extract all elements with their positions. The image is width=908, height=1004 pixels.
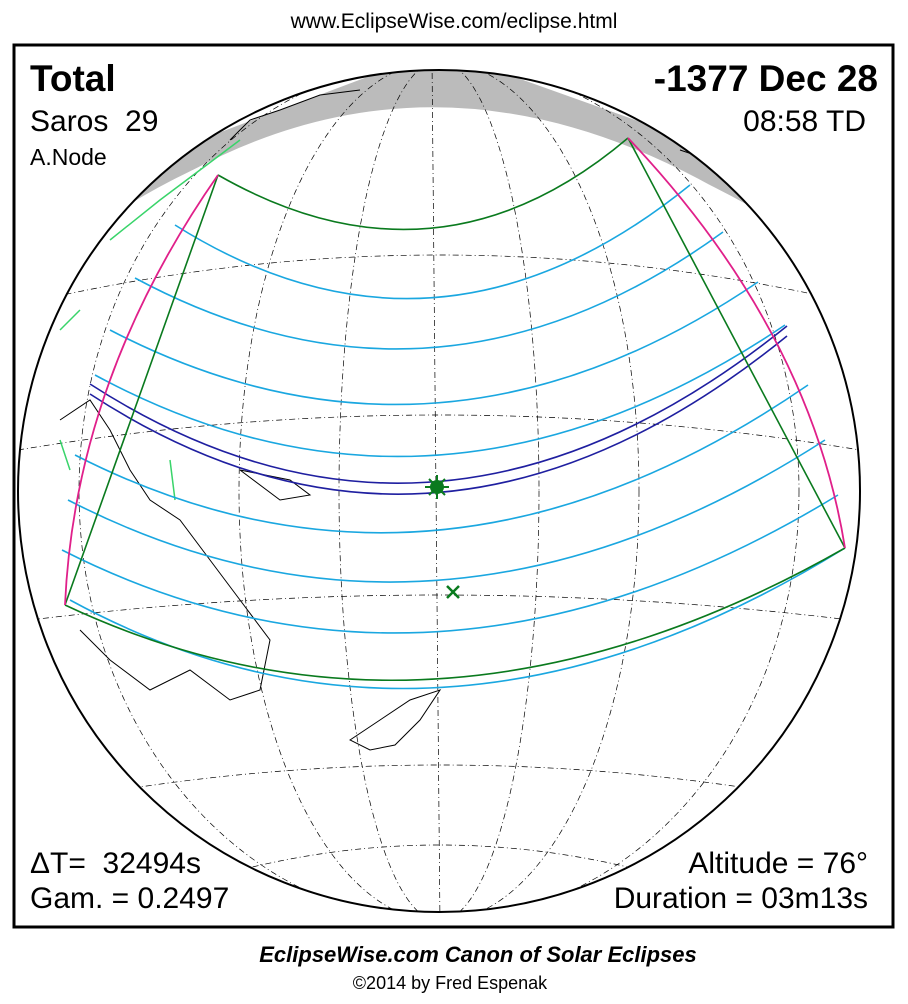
time: 08:58 TD <box>743 105 866 138</box>
url: www.EclipseWise.com/eclipse.html <box>290 10 618 33</box>
copyright: ©2014 by Fred Espenak <box>353 973 548 993</box>
eclipse-path <box>61 137 846 690</box>
globe-outline <box>17 69 861 913</box>
node: A.Node <box>30 144 107 170</box>
globe <box>18 70 860 912</box>
eclipse-date: -1377 Dec 28 <box>654 58 878 99</box>
delta-t: ΔT= 32494s <box>30 847 201 880</box>
footer-title: EclipseWise.com Canon of Solar Eclipses <box>259 942 697 967</box>
gamma: Gam. = 0.2497 <box>30 882 229 915</box>
saros: Saros 29 <box>30 105 158 138</box>
duration: Duration = 03m13s <box>614 882 868 915</box>
eclipse-type: Total <box>30 58 116 99</box>
greatest-eclipse <box>425 475 460 599</box>
altitude: Altitude = 76° <box>688 847 868 880</box>
